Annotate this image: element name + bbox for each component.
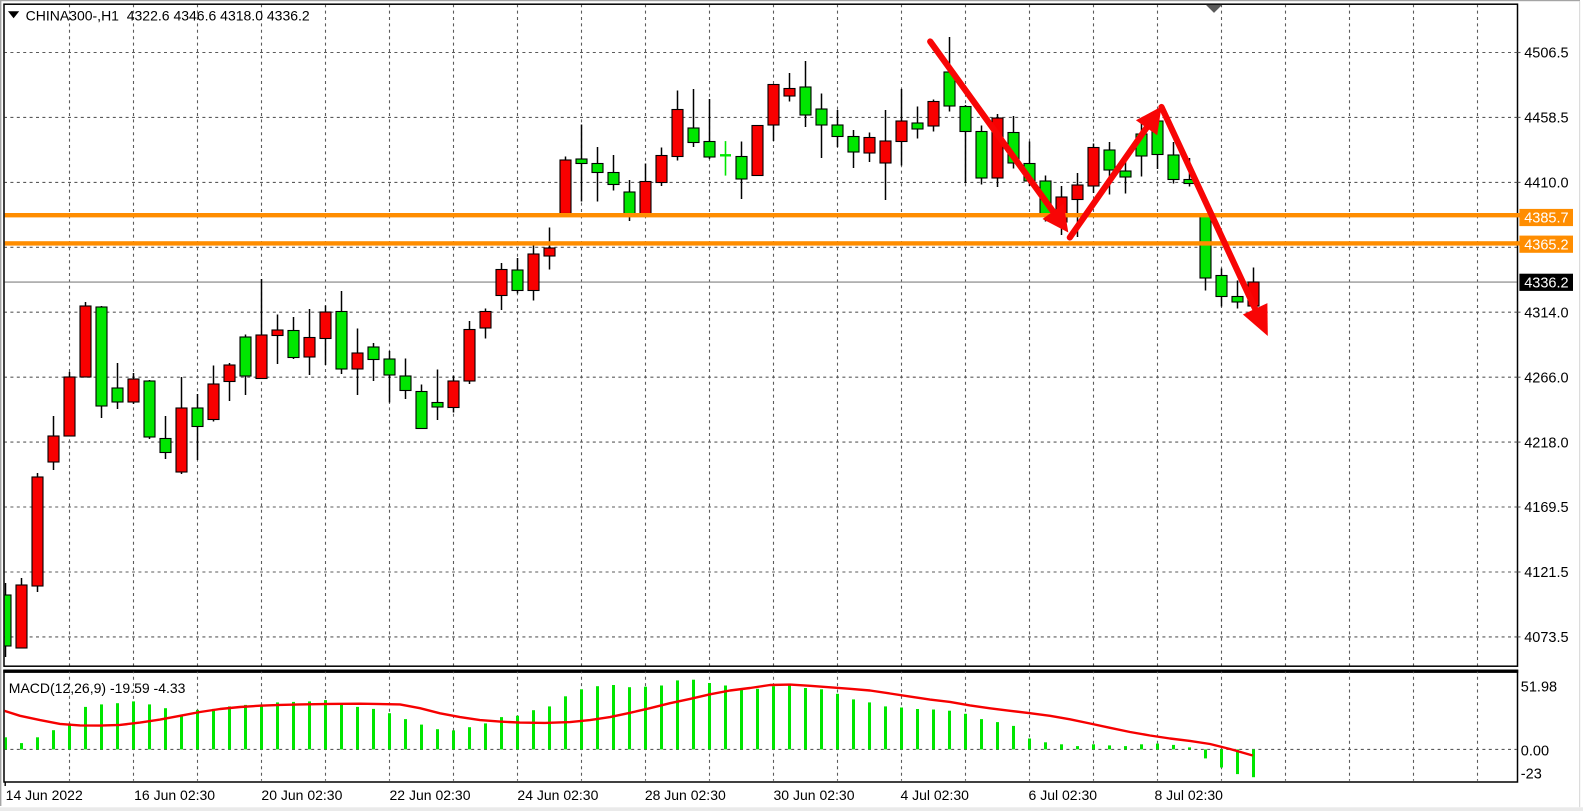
svg-text:0.00: 0.00	[1521, 744, 1549, 760]
svg-text:22 Jun 02:30: 22 Jun 02:30	[390, 787, 471, 803]
svg-text:4073.5: 4073.5	[1524, 630, 1568, 646]
svg-text:20 Jun 02:30: 20 Jun 02:30	[261, 787, 342, 803]
svg-text:4314.0: 4314.0	[1524, 305, 1568, 321]
svg-text:4458.5: 4458.5	[1524, 111, 1568, 127]
svg-text:16 Jun 02:30: 16 Jun 02:30	[134, 787, 215, 803]
svg-text:4336.2: 4336.2	[1524, 276, 1568, 292]
svg-text:4121.5: 4121.5	[1524, 565, 1568, 581]
svg-text:-23: -23	[1521, 766, 1542, 782]
svg-text:CHINA300-,H1 4322.6 4346.6 43: CHINA300-,H1 4322.6 4346.6 4318.0 4336.2	[26, 8, 310, 24]
svg-text:51.98: 51.98	[1521, 679, 1557, 695]
svg-text:28 Jun 02:30: 28 Jun 02:30	[645, 787, 726, 803]
svg-text:4169.5: 4169.5	[1524, 500, 1568, 516]
svg-text:30 Jun 02:30: 30 Jun 02:30	[774, 787, 855, 803]
svg-text:4410.0: 4410.0	[1524, 176, 1568, 192]
svg-text:6 Jul 02:30: 6 Jul 02:30	[1029, 787, 1098, 803]
svg-text:4 Jul 02:30: 4 Jul 02:30	[900, 787, 969, 803]
svg-text:4506.5: 4506.5	[1524, 46, 1568, 62]
svg-text:8 Jul 02:30: 8 Jul 02:30	[1154, 787, 1223, 803]
svg-text:4385.7: 4385.7	[1524, 211, 1568, 227]
svg-text:MACD(12,26,9) -19.59 -4.33: MACD(12,26,9) -19.59 -4.33	[9, 680, 186, 696]
svg-text:4266.0: 4266.0	[1524, 370, 1568, 386]
svg-text:14 Jun 2022: 14 Jun 2022	[6, 787, 83, 803]
svg-text:4218.0: 4218.0	[1524, 435, 1568, 451]
svg-text:4365.2: 4365.2	[1524, 237, 1568, 253]
svg-text:24 Jun 02:30: 24 Jun 02:30	[517, 787, 598, 803]
